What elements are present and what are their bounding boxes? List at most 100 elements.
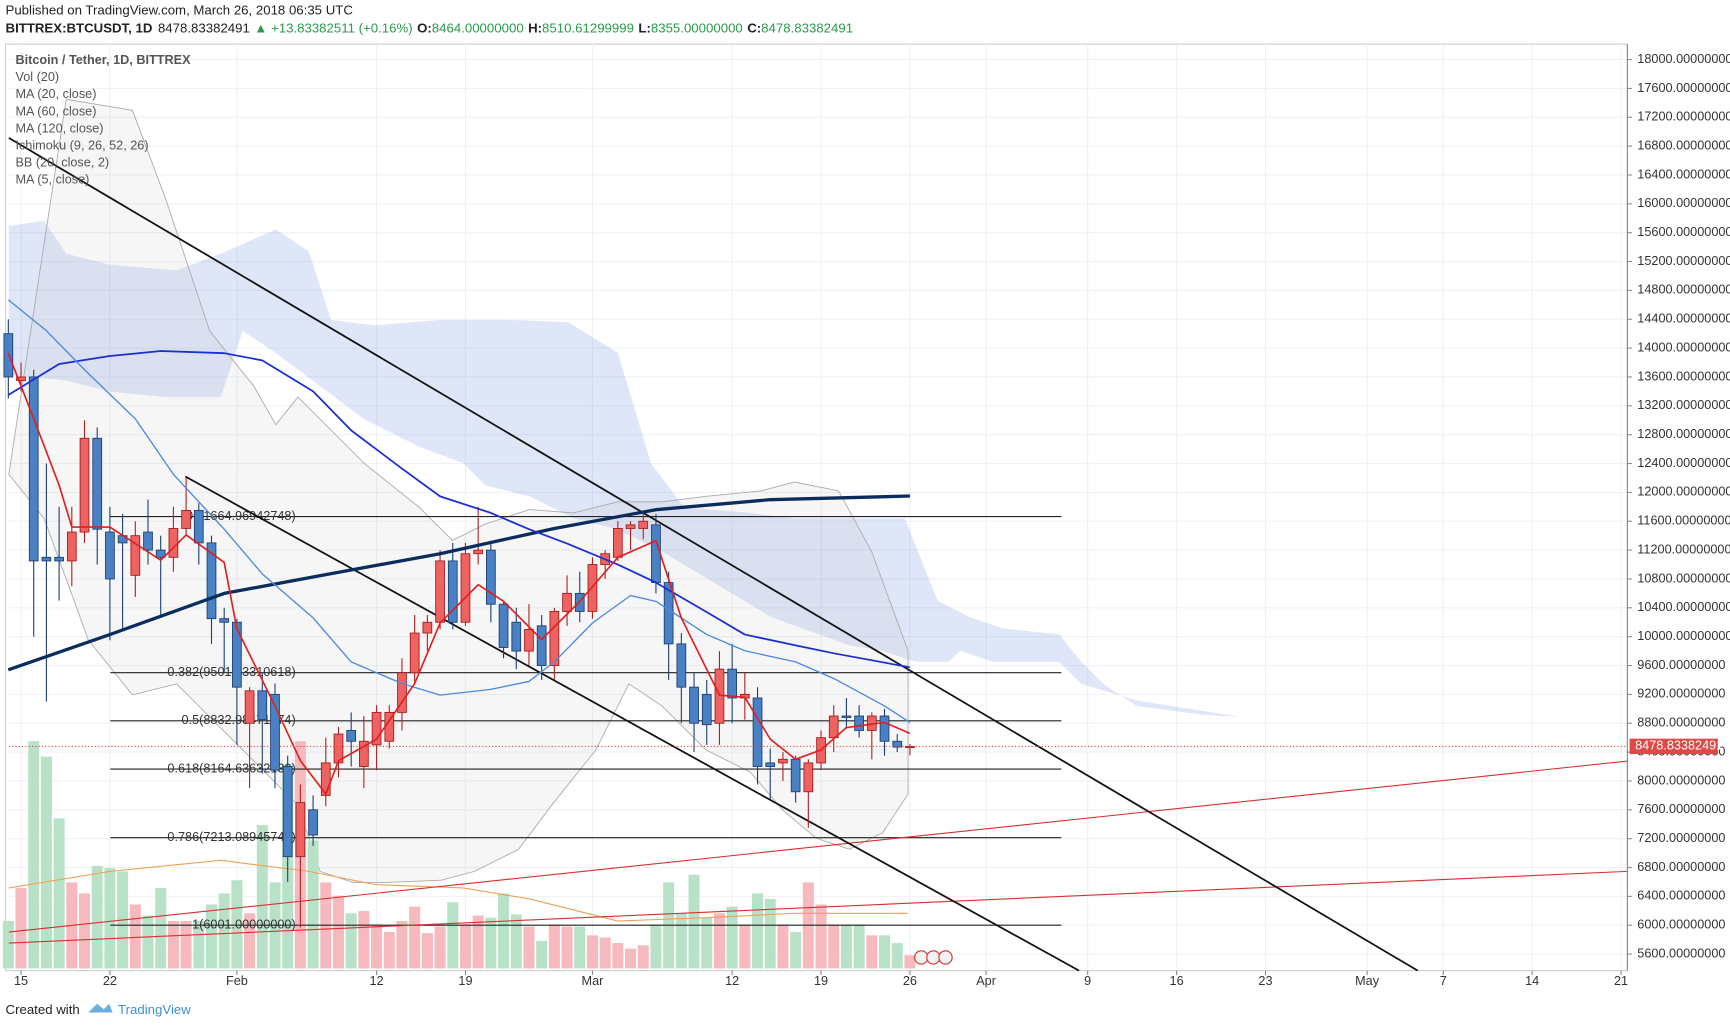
legend-entry: BB (20, close, 2) [15, 156, 109, 170]
y-tick-label: 17600.00000000 [1637, 81, 1730, 95]
candle-body [676, 643, 687, 688]
candle-body [625, 524, 636, 529]
candle-body [752, 697, 763, 767]
fib-label: 0(11664.96942748) [186, 509, 296, 523]
x-tick-label: May [1355, 974, 1380, 988]
y-tick-label: 13200.00000000 [1637, 398, 1730, 412]
high-key: H: [528, 20, 542, 35]
open-key: O: [417, 20, 432, 35]
candle-body [130, 535, 141, 576]
volume-bar [688, 874, 700, 969]
ma-lines [7, 299, 911, 795]
volume-bar [15, 887, 27, 969]
candle-body [447, 560, 458, 623]
y-tick-label: 18000.00000000 [1637, 52, 1730, 66]
candle-body [701, 693, 712, 726]
volume-bar [104, 868, 116, 969]
event-icons [914, 950, 953, 965]
candle-body [105, 531, 115, 580]
y-tick-label: 8800.00000000 [1637, 716, 1725, 730]
y-tick-label: 6400.00000000 [1637, 889, 1725, 903]
volume-bar [752, 893, 764, 969]
volume-bar [510, 914, 522, 969]
volume-bar [332, 895, 344, 969]
grid [8, 44, 1628, 969]
candle-body [854, 715, 864, 731]
volume-bar [218, 893, 230, 969]
volume-bar [421, 933, 433, 969]
volume-bar [78, 893, 91, 969]
volume-bar [561, 926, 573, 969]
y-tick-label: 10400.00000000 [1637, 600, 1730, 614]
candle-body [790, 758, 801, 793]
candle-body [562, 592, 572, 612]
volume-bar [383, 932, 395, 969]
ma-line [7, 350, 911, 669]
candle-body [879, 715, 890, 742]
volume-bar [879, 935, 891, 969]
x-tick-label: 16 [1170, 974, 1184, 988]
volume-bar [472, 915, 484, 969]
volume-bar [536, 940, 548, 969]
volume-bar [459, 924, 471, 969]
change: ▲ +13.83382511 (+0.16%) [254, 20, 412, 35]
y-tick-label: 16000.00000000 [1637, 196, 1730, 210]
candle-body [473, 549, 484, 555]
candle-body [308, 809, 318, 836]
candle-body [346, 730, 357, 742]
price: 8478.83382491 [158, 20, 250, 35]
candle-body [244, 690, 255, 724]
candle-body [778, 758, 788, 764]
y-tick-label: 15600.00000000 [1637, 225, 1730, 239]
candle-body [41, 556, 52, 562]
volume-bar [586, 935, 598, 969]
candle-body [409, 632, 420, 674]
close: 8478.83382491 [761, 20, 853, 35]
fib-label: 0.786(7213.08945748) [167, 830, 295, 844]
volume-bar [599, 937, 611, 969]
trend-line [184, 475, 1080, 972]
candle-body [612, 528, 623, 558]
candle-body [765, 762, 776, 767]
x-tick-label: 21 [1614, 974, 1628, 988]
ma-line [7, 494, 910, 672]
volume-bar [726, 906, 738, 969]
candle-body [498, 603, 509, 648]
candle-body [689, 686, 699, 724]
volume-bar [129, 904, 141, 969]
x-tick-label: 7 [1440, 974, 1447, 988]
event-icon [938, 950, 953, 965]
legend-entry: MA (20, close) [15, 87, 96, 101]
volume-bar [155, 887, 167, 969]
low: 8355.00000000 [651, 20, 743, 35]
y-tick-label: 8000.00000000 [1637, 773, 1725, 787]
y-tick-label: 12000.00000000 [1637, 485, 1730, 499]
candle-body [486, 549, 496, 605]
volume-bar [840, 924, 852, 969]
low-key: L: [638, 20, 650, 35]
candle-body [549, 610, 560, 666]
volume-bar [815, 904, 827, 969]
candle-body [79, 437, 90, 533]
published: Published on TradingView.com, March 26, … [6, 3, 354, 18]
ma-line [7, 299, 911, 724]
volume-bar [675, 913, 687, 969]
volume-bar [485, 917, 497, 969]
volume-bar [244, 913, 256, 969]
volume-bar [2, 921, 14, 969]
candle-body [143, 531, 153, 551]
open: 8464.00000000 [432, 20, 524, 35]
fib-label: 0.618(8164.63632130) [167, 761, 295, 775]
x-tick-label: 26 [903, 974, 917, 988]
volume-bar [853, 924, 865, 969]
candle-body [359, 740, 369, 767]
volume-bar [447, 902, 459, 969]
x-tick-label: Apr [976, 974, 997, 988]
volume-bar [891, 943, 903, 969]
candle-body [435, 560, 445, 623]
candle-body [727, 668, 737, 699]
legend: Bitcoin / Tether, 1D, BITTREX Vol (20) MA … [15, 53, 191, 187]
volume-bar [193, 921, 205, 969]
candle-body [16, 376, 26, 382]
y-tick-label: 10800.00000000 [1637, 571, 1730, 585]
